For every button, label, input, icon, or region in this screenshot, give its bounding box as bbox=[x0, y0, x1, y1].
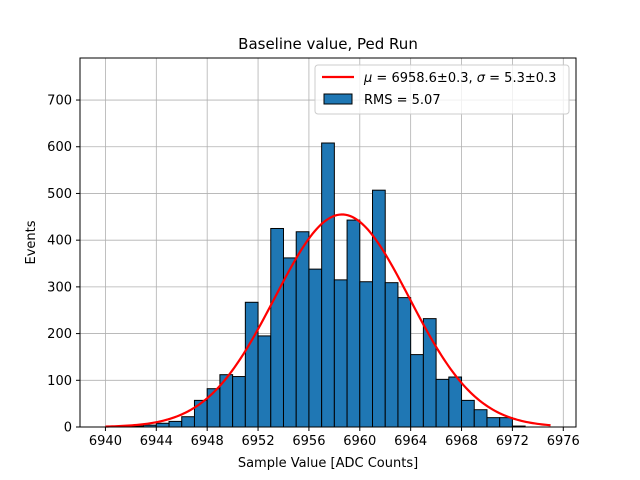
y-tick-label: 500 bbox=[47, 187, 72, 202]
legend-box bbox=[314, 64, 570, 115]
histogram-bar bbox=[499, 417, 513, 428]
histogram-bar bbox=[435, 378, 450, 428]
x-tick-label: 6972 bbox=[496, 434, 529, 449]
histogram-bar bbox=[321, 142, 335, 428]
histogram-bar bbox=[295, 231, 310, 428]
legend-histogram-swatch bbox=[323, 93, 353, 105]
y-tick-label: 0 bbox=[64, 421, 72, 436]
plot-area: 6940 6944 6948 6952 6956 6960 6964 6968 6972 6976… bbox=[47, 57, 580, 449]
axes-frame bbox=[79, 57, 577, 428]
histogram-bar bbox=[384, 282, 399, 428]
histogram-bar bbox=[397, 297, 412, 428]
histogram-bar bbox=[372, 189, 386, 428]
x-axis-ticks: 6940 6944 6948 6952 6956 6960 6964 6968 6972 6976 bbox=[89, 427, 580, 449]
x-tick-label: 6948 bbox=[191, 434, 224, 449]
legend-fit-label: μ = 6958.6±0.3, σ = 5.3±0.3 bbox=[363, 71, 556, 86]
y-tick-label: 200 bbox=[47, 327, 72, 342]
histogram-bar bbox=[282, 257, 297, 428]
histogram-bar bbox=[155, 422, 170, 428]
histogram-bar bbox=[206, 388, 221, 428]
y-tick-label: 600 bbox=[47, 140, 72, 155]
histogram-bar bbox=[168, 420, 183, 428]
x-tick-label: 6956 bbox=[292, 434, 325, 449]
legend-sigma-symbol: σ bbox=[477, 71, 486, 86]
histogram-bar bbox=[486, 417, 501, 428]
histogram-bar bbox=[181, 416, 195, 428]
histogram-bar bbox=[308, 268, 323, 428]
histogram-bar bbox=[270, 227, 284, 428]
legend-mu-symbol: μ bbox=[363, 71, 372, 86]
y-tick-label: 400 bbox=[47, 234, 72, 249]
gaussian-fit-curve bbox=[105, 213, 551, 428]
x-tick-label: 6960 bbox=[343, 434, 376, 449]
histogram-bar bbox=[410, 354, 424, 428]
histogram-bar bbox=[448, 376, 463, 428]
histogram-bar bbox=[359, 281, 374, 428]
legend-mu-value: = 6958.6±0.3, bbox=[372, 71, 476, 86]
y-tick-label: 700 bbox=[47, 94, 72, 109]
chart-title: Baseline value, Ped Run bbox=[238, 35, 418, 53]
histogram-bar bbox=[257, 335, 272, 428]
x-axis-label: Sample Value [ADC Counts] bbox=[238, 456, 418, 471]
y-tick-label: 300 bbox=[47, 280, 72, 295]
legend-histogram-label: RMS = 5.07 bbox=[364, 93, 441, 108]
y-axis-ticks: 0 100 200 300 400 500 600 700 bbox=[47, 94, 80, 436]
x-tick-label: 6964 bbox=[394, 434, 427, 449]
histogram-bar bbox=[232, 376, 246, 428]
x-tick-label: 6940 bbox=[89, 434, 122, 449]
y-axis-label: Events bbox=[24, 220, 39, 264]
y-tick-label: 100 bbox=[47, 374, 72, 389]
x-tick-label: 6976 bbox=[547, 434, 580, 449]
x-tick-label: 6968 bbox=[445, 434, 478, 449]
legend-sigma-value: = 5.3±0.3 bbox=[485, 71, 556, 86]
histogram-bar bbox=[346, 219, 361, 428]
histogram-bar bbox=[244, 301, 259, 428]
histogram-bar bbox=[473, 409, 488, 428]
histogram-bar bbox=[333, 279, 348, 428]
histogram-bar bbox=[461, 399, 475, 428]
x-tick-label: 6952 bbox=[242, 434, 275, 449]
legend: μ = 6958.6±0.3, σ = 5.3±0.3 RMS = 5.07 bbox=[314, 64, 570, 115]
x-tick-label: 6944 bbox=[140, 434, 173, 449]
